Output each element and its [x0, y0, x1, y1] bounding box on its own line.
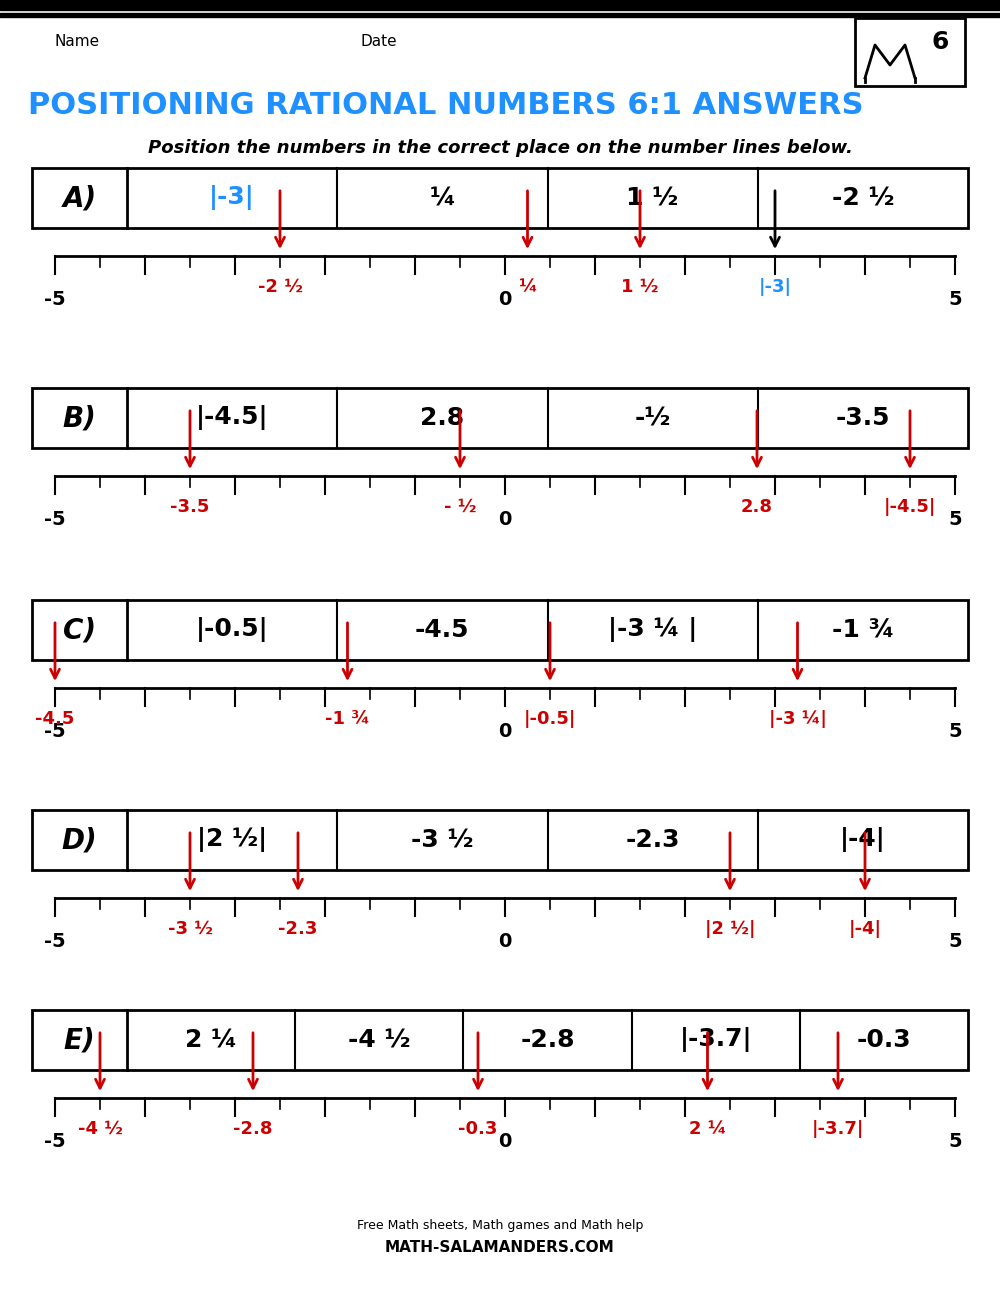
Text: -1 ¾: -1 ¾ [832, 619, 894, 642]
Bar [32, 600, 968, 660]
Text: 1 ½: 1 ½ [626, 186, 679, 210]
Text: Free Math sheets, Math games and Math help: Free Math sheets, Math games and Math he… [357, 1219, 643, 1232]
Text: -2 ½: -2 ½ [258, 278, 302, 296]
Text: |-0.5|: |-0.5| [196, 617, 268, 643]
Text: Name: Name [55, 35, 100, 49]
Bar [32, 810, 968, 870]
Text: |-3.7|: |-3.7| [812, 1121, 864, 1137]
Text: ¼: ¼ [429, 186, 455, 210]
Text: |-4|: |-4| [848, 920, 882, 938]
FancyBboxPatch shape [855, 18, 965, 85]
Text: 2 ¼: 2 ¼ [185, 1027, 237, 1052]
Text: B): B) [63, 404, 96, 432]
Text: 1 ½: 1 ½ [621, 278, 659, 296]
Text: 5: 5 [948, 290, 962, 309]
Text: -5: -5 [44, 932, 66, 951]
Text: A): A) [62, 184, 97, 212]
Text: -3.5: -3.5 [836, 406, 890, 430]
Text: 2.8: 2.8 [420, 406, 464, 430]
Text: |-3.7|: |-3.7| [679, 1027, 752, 1052]
Text: 2.8: 2.8 [741, 498, 773, 516]
Text: |2 ½|: |2 ½| [705, 920, 755, 938]
Text: MATH-SALAMANDERS.COM: MATH-SALAMANDERS.COM [385, 1240, 615, 1254]
Text: |-4|: |-4| [840, 827, 886, 853]
Text: 6: 6 [931, 30, 949, 54]
Text: 2 ¼: 2 ¼ [689, 1121, 726, 1137]
Text: -5: -5 [44, 510, 66, 529]
Text: D): D) [62, 826, 97, 854]
Text: -3.5: -3.5 [170, 498, 210, 516]
Text: 0: 0 [498, 722, 512, 741]
Text: -2.3: -2.3 [625, 828, 680, 851]
Text: 0: 0 [498, 510, 512, 529]
Text: |-4.5|: |-4.5| [884, 498, 936, 516]
Text: 5: 5 [948, 1132, 962, 1150]
Bar [32, 168, 968, 228]
Text: |-3 ¼ |: |-3 ¼ | [608, 617, 697, 643]
Text: -4.5: -4.5 [415, 619, 470, 642]
Text: -½: -½ [634, 406, 671, 430]
Text: |2 ½|: |2 ½| [197, 827, 267, 853]
Text: -0.3: -0.3 [857, 1027, 911, 1052]
Text: -3 ½: -3 ½ [411, 828, 474, 851]
Text: 0: 0 [498, 290, 512, 309]
Text: -2.8: -2.8 [233, 1121, 273, 1137]
Text: POSITIONING RATIONAL NUMBERS 6:1 ANSWERS: POSITIONING RATIONAL NUMBERS 6:1 ANSWERS [28, 91, 864, 119]
Text: C): C) [63, 616, 96, 644]
Text: |-4.5|: |-4.5| [196, 405, 268, 431]
Text: -5: -5 [44, 722, 66, 741]
Text: -2.3: -2.3 [278, 920, 318, 938]
Text: -1 ¾: -1 ¾ [325, 710, 370, 729]
Text: -3 ½: -3 ½ [168, 920, 212, 938]
Text: E): E) [64, 1026, 95, 1055]
Text: -5: -5 [44, 1132, 66, 1150]
Text: |-3|: |-3| [209, 185, 255, 211]
Text: 0: 0 [498, 932, 512, 951]
Text: |-3|: |-3| [759, 278, 792, 296]
Text: 5: 5 [948, 722, 962, 741]
Bar [32, 388, 968, 448]
Text: |-3 ¼|: |-3 ¼| [769, 710, 826, 729]
Text: - ½: - ½ [444, 498, 476, 516]
Text: -4 ½: -4 ½ [78, 1121, 122, 1137]
Text: ¼: ¼ [518, 278, 537, 296]
Bar [32, 1011, 968, 1070]
Text: -4.5: -4.5 [35, 710, 75, 729]
Text: -2 ½: -2 ½ [832, 186, 894, 210]
Text: -0.3: -0.3 [458, 1121, 498, 1137]
Text: Date: Date [360, 35, 397, 49]
Text: 5: 5 [948, 932, 962, 951]
Text: Position the numbers in the correct place on the number lines below.: Position the numbers in the correct plac… [148, 138, 852, 157]
Text: -4 ½: -4 ½ [348, 1027, 411, 1052]
Text: -5: -5 [44, 290, 66, 309]
Text: -2.8: -2.8 [520, 1027, 575, 1052]
Text: 5: 5 [948, 510, 962, 529]
Text: |-0.5|: |-0.5| [524, 710, 576, 729]
Text: 0: 0 [498, 1132, 512, 1150]
